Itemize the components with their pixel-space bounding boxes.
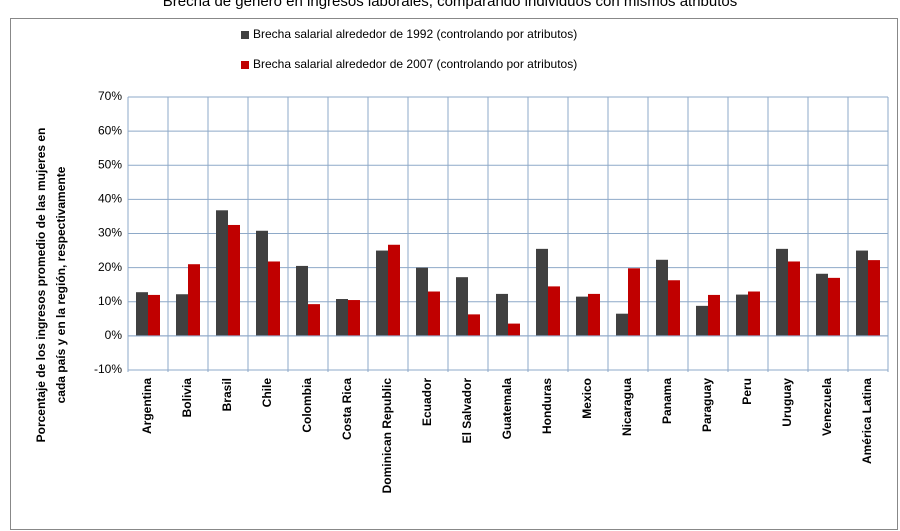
x-tick-label: Costa Rica xyxy=(340,378,354,440)
x-tick-label: Nicaragua xyxy=(620,378,634,436)
y-tick-label: 50% xyxy=(98,157,122,171)
y-axis-label: cada país y en la región, respectivament… xyxy=(54,166,68,403)
x-tick-label: El Salvador xyxy=(460,378,474,444)
bar xyxy=(176,294,188,336)
legend-label: Brecha salarial alrededor de 2007 (contr… xyxy=(253,57,577,71)
bar xyxy=(828,277,840,336)
bar xyxy=(748,291,760,336)
bar xyxy=(708,294,720,336)
x-tick-label: Argentina xyxy=(140,378,154,434)
bar xyxy=(536,248,548,336)
y-tick-label: -10% xyxy=(94,362,122,376)
x-tick-label: Brasil xyxy=(220,378,234,411)
chart-title: Brecha de género en ingresos laborales, … xyxy=(163,0,738,10)
bar xyxy=(188,264,200,336)
bar xyxy=(468,314,480,336)
bar xyxy=(588,293,600,336)
bar xyxy=(376,250,388,336)
bar xyxy=(228,224,240,336)
bar xyxy=(256,230,268,336)
x-tick-label: Mexico xyxy=(580,378,594,419)
y-tick-label: 20% xyxy=(98,260,122,274)
bar xyxy=(296,265,308,336)
y-tick-label: 70% xyxy=(98,89,122,103)
y-tick-label: 30% xyxy=(98,226,122,240)
x-tick-label: Bolivia xyxy=(180,378,194,418)
bar xyxy=(668,280,680,336)
bar xyxy=(308,304,320,336)
bar xyxy=(816,273,828,336)
x-tick-label: Guatemala xyxy=(500,378,514,440)
bar xyxy=(136,292,148,336)
bar xyxy=(856,250,868,336)
legend-swatch xyxy=(241,61,249,69)
y-tick-label: 40% xyxy=(98,192,122,206)
bar xyxy=(736,294,748,336)
bar xyxy=(216,210,228,336)
bar xyxy=(696,305,708,336)
bar xyxy=(268,261,280,336)
x-tick-label: Uruguay xyxy=(780,378,794,427)
y-tick-label: 0% xyxy=(105,328,123,342)
bar xyxy=(576,296,588,336)
bar xyxy=(388,244,400,336)
bar xyxy=(616,313,628,336)
y-tick-label: 10% xyxy=(98,294,122,308)
bar xyxy=(348,300,360,336)
legend-swatch xyxy=(241,31,249,39)
legend-label: Brecha salarial alrededor de 1992 (contr… xyxy=(253,27,577,41)
bar xyxy=(428,291,440,336)
bar xyxy=(508,323,520,336)
y-axis-label: Porcentaje de los ingresos promedio de l… xyxy=(34,128,48,443)
bar xyxy=(416,267,428,336)
x-tick-label: Chile xyxy=(260,378,274,408)
chart-frame xyxy=(10,18,898,530)
x-tick-label: Panama xyxy=(660,378,674,424)
bar xyxy=(148,294,160,336)
bar xyxy=(456,277,468,336)
bar xyxy=(868,260,880,336)
bar xyxy=(628,268,640,336)
bar xyxy=(776,248,788,336)
x-tick-label: Ecuador xyxy=(420,378,434,426)
x-tick-label: Honduras xyxy=(540,378,554,434)
bar xyxy=(656,259,668,336)
x-tick-label: Colombia xyxy=(300,378,314,433)
x-tick-label: Dominican Republic xyxy=(380,378,394,494)
bar xyxy=(788,261,800,336)
x-tick-label: Peru xyxy=(740,378,754,405)
bar xyxy=(548,286,560,336)
y-tick-label: 60% xyxy=(98,123,122,137)
x-tick-label: Venezuela xyxy=(820,378,834,436)
x-tick-label: Paraguay xyxy=(700,378,714,432)
bar xyxy=(496,293,508,336)
bar xyxy=(336,299,348,336)
x-tick-label: América Latina xyxy=(860,378,874,464)
